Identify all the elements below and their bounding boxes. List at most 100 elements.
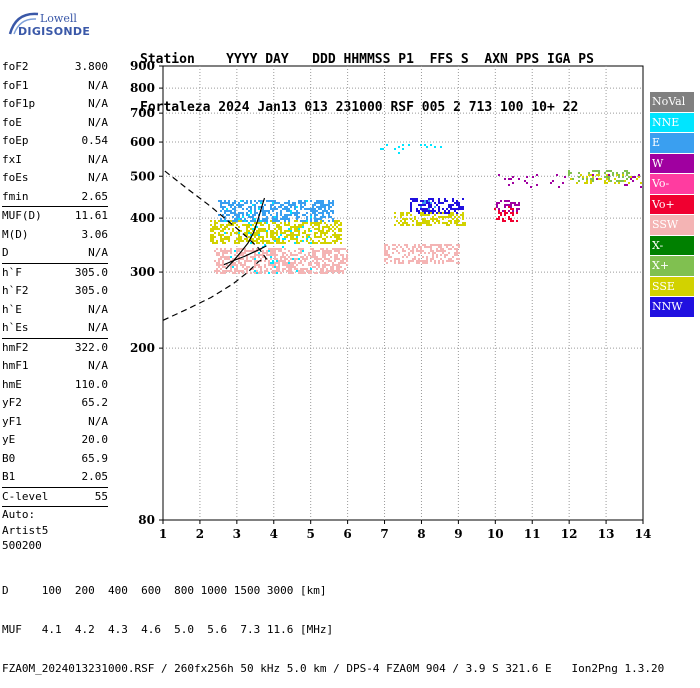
echo-point-ssw xyxy=(278,260,280,262)
echo-point-ssw xyxy=(422,256,424,258)
echo-point-ssw xyxy=(458,262,460,264)
echo-point-ssw xyxy=(254,252,256,254)
echo-point-ssw xyxy=(414,258,416,260)
echo-point-ssw xyxy=(334,258,336,260)
echo-point-e xyxy=(286,206,288,208)
echo-point-sse xyxy=(418,222,420,224)
echo-point-sse xyxy=(274,228,276,230)
echo-point-ssw xyxy=(442,248,444,250)
echo-point-nne xyxy=(306,238,308,240)
echo-point-e xyxy=(332,204,334,206)
echo-point-e xyxy=(280,212,282,214)
echo-point-ssw xyxy=(240,264,242,266)
echo-point-vo xyxy=(498,210,500,212)
echo-point-w xyxy=(632,180,634,182)
echo-point-ssw xyxy=(222,254,224,256)
y-tick-label: 500 xyxy=(130,169,155,183)
echo-point-sse xyxy=(270,234,272,236)
echo-point-ssw xyxy=(256,248,258,250)
echo-point-ssw xyxy=(292,262,294,264)
echo-point-e xyxy=(312,208,314,210)
echo-point-e xyxy=(322,200,324,202)
echo-point-sse xyxy=(408,212,410,214)
echo-point-e xyxy=(258,218,260,220)
echo-point-sse xyxy=(338,238,340,240)
echo-point-nnw xyxy=(440,212,442,214)
echo-point-sse xyxy=(444,216,446,218)
echo-point-nne xyxy=(298,228,300,230)
echo-point-sse xyxy=(592,176,594,178)
echo-point-nnw xyxy=(434,210,436,212)
echo-point-ssw xyxy=(298,248,300,250)
echo-point-ssw xyxy=(228,250,230,252)
echo-point-nnw xyxy=(458,202,460,204)
echo-point-ssw xyxy=(416,248,418,250)
echo-point-x xyxy=(592,180,594,182)
param-value: 3.06 xyxy=(81,227,109,241)
echo-point-ssw xyxy=(230,268,232,270)
echo-point-sse xyxy=(424,218,426,220)
echo-point-ssw xyxy=(394,244,396,246)
echo-point-nne xyxy=(298,258,300,260)
echo-point-e xyxy=(246,212,248,214)
echo-point-ssw xyxy=(408,260,410,262)
echo-point-ssw xyxy=(282,256,284,258)
echo-point-e xyxy=(430,202,432,204)
echo-point-nnw xyxy=(446,200,448,202)
echo-point-sse xyxy=(312,240,314,242)
echo-point-sse xyxy=(272,238,274,240)
echo-point-sse xyxy=(394,216,396,218)
echo-point-e xyxy=(316,206,318,208)
echo-point-ssw xyxy=(322,252,324,254)
echo-point-ssw xyxy=(276,268,278,270)
echo-point-ssw xyxy=(302,258,304,260)
echo-point-sse xyxy=(442,216,444,218)
echo-point-e xyxy=(286,202,288,204)
echo-point-ssw xyxy=(240,252,242,254)
echo-point-ssw xyxy=(338,272,340,274)
echo-point-x xyxy=(596,170,598,172)
echo-point-e xyxy=(428,200,430,202)
echo-point-e xyxy=(320,204,322,206)
echo-point-sse xyxy=(298,232,300,234)
echo-point-e xyxy=(284,218,286,220)
echo-point-e xyxy=(294,212,296,214)
param-name: foEs xyxy=(2,171,29,184)
echo-point-ssw xyxy=(324,264,326,266)
echo-point-sse xyxy=(298,224,300,226)
echo-point-ssw xyxy=(246,258,248,260)
echo-point-ssw xyxy=(320,268,322,270)
echo-point-ssw xyxy=(236,266,238,268)
echo-point-nne xyxy=(280,234,282,236)
echo-point-nnw xyxy=(410,204,412,206)
echo-point-e xyxy=(310,214,312,216)
echo-point-ssw xyxy=(430,244,432,246)
echo-point-ssw xyxy=(300,256,302,258)
echo-point-sse xyxy=(268,242,270,244)
echo-point-e xyxy=(220,204,222,206)
param-row: hmF1 N/A xyxy=(0,357,110,376)
x-tick-label: 14 xyxy=(635,527,652,541)
echo-point-sse xyxy=(290,236,292,238)
echo-point-ssw xyxy=(290,266,292,268)
echo-point-e xyxy=(236,216,238,218)
echo-point-e xyxy=(320,216,322,218)
echo-point-ssw xyxy=(398,252,400,254)
echo-point-ssw xyxy=(398,258,400,260)
echo-point-ssw xyxy=(304,258,306,260)
echo-point-nnw xyxy=(410,208,412,210)
echo-point-ssw xyxy=(402,248,404,250)
echo-point-ssw xyxy=(260,266,262,268)
echo-point-e xyxy=(264,204,266,206)
echo-point-sse xyxy=(436,220,438,222)
echo-point-nne xyxy=(398,146,400,148)
echo-point-ssw xyxy=(298,252,300,254)
echo-point-ssw xyxy=(420,252,422,254)
echo-point-ssw xyxy=(418,258,420,260)
echo-point-e xyxy=(286,214,288,216)
echo-point-ssw xyxy=(416,260,418,262)
echo-point-sse xyxy=(282,242,284,244)
echo-point-sse xyxy=(426,220,428,222)
echo-point-ssw xyxy=(234,272,236,274)
echo-point-sse xyxy=(246,238,248,240)
